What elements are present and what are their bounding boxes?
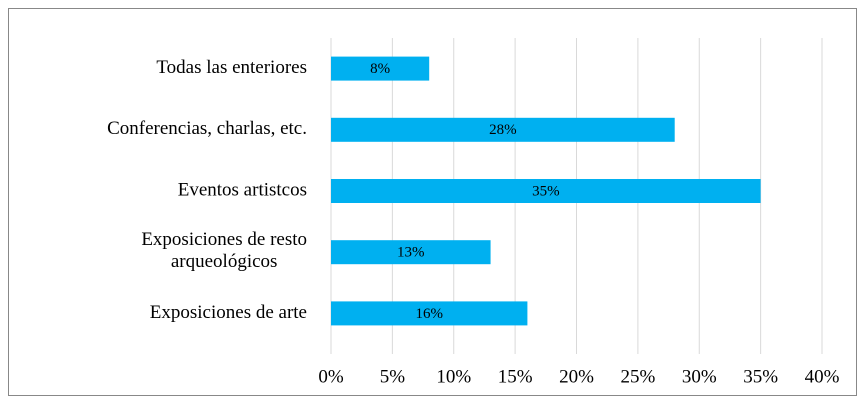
bar bbox=[331, 240, 491, 265]
x-tick-label: 40% bbox=[805, 366, 840, 387]
x-tick-label: 0% bbox=[318, 366, 344, 387]
y-tick-label: Eventos artistcos bbox=[178, 179, 307, 200]
x-tick-label: 10% bbox=[436, 366, 471, 387]
data-label: 35% bbox=[532, 183, 560, 199]
bar bbox=[331, 179, 761, 203]
y-tick-label: Conferencias, charlas, etc. bbox=[107, 118, 307, 139]
y-tick-label: Todas las enteriores bbox=[156, 57, 307, 78]
x-tick-label: 25% bbox=[620, 366, 655, 387]
x-tick-label: 30% bbox=[682, 366, 717, 387]
data-label: 16% bbox=[415, 306, 443, 322]
bar bbox=[331, 117, 675, 142]
bar bbox=[331, 56, 430, 81]
bar bbox=[331, 301, 528, 326]
y-tick-label: Exposiciones de resto arqueológicos bbox=[141, 230, 307, 273]
x-tick-label: 5% bbox=[380, 366, 406, 387]
data-label: 8% bbox=[370, 61, 390, 77]
data-label: 28% bbox=[489, 122, 517, 138]
x-tick-label: 20% bbox=[559, 366, 594, 387]
data-label: 13% bbox=[397, 245, 425, 261]
y-tick-label: Exposiciones de arte bbox=[150, 302, 307, 323]
x-tick-label: 35% bbox=[743, 366, 778, 387]
x-tick-label: 15% bbox=[498, 366, 533, 387]
